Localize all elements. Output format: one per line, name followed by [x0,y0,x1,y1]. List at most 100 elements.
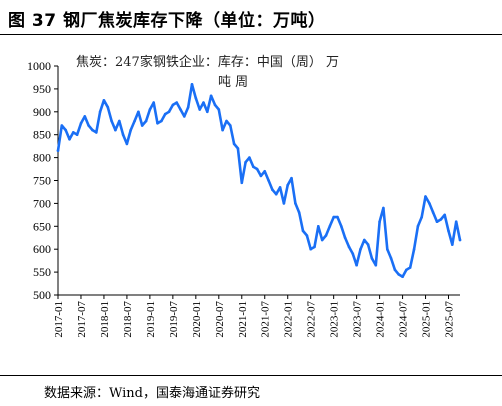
data-point [259,174,263,178]
data-point [454,220,458,223]
y-tick-label: 850 [33,128,51,142]
data-point [274,192,278,196]
data-point [133,119,136,123]
series-label-line2: 吨 周 [218,75,248,90]
footer-rule [0,375,502,376]
data-point [248,156,251,159]
series-layer [56,82,462,278]
data-point [163,112,167,116]
data-point [229,124,232,127]
data-point [324,234,328,237]
data-point [129,128,132,132]
data-point [305,234,309,237]
y-tick-label: 900 [33,105,51,119]
x-tick-label: 2017-01 [53,301,65,338]
data-point [458,238,462,242]
data-point [110,119,113,123]
data-point [83,115,87,118]
data-point [160,119,163,123]
data-point [355,263,358,267]
data-point [95,131,98,134]
data-point [343,236,347,240]
data-point [244,160,247,164]
data-point [374,263,378,267]
data-point [179,108,182,111]
x-tick-label: 2023-01 [329,301,341,338]
data-point [102,99,106,102]
data-point [156,122,159,125]
data-point [221,128,224,132]
data-point [91,128,94,132]
data-point [393,268,397,272]
data-point [278,186,282,189]
data-point [206,110,209,114]
data-point [152,101,155,104]
data-point [370,257,374,260]
data-point [144,119,148,123]
data-point [412,247,416,251]
data-point [56,149,60,152]
y-tick-label: 950 [33,82,51,96]
data-point [389,257,393,260]
data-point [98,110,102,114]
data-point [386,247,389,251]
x-tick-label: 2025-01 [421,301,433,338]
y-tick-label: 700 [33,196,51,210]
data-point [183,115,186,118]
y-tick-label: 800 [33,151,51,165]
data-point [240,181,244,185]
x-tick-label: 2024-01 [375,301,387,338]
data-point [68,138,71,141]
series-label-line1: 焦炭：247家钢铁企业：库存：中国（周） 万 [76,54,339,70]
data-point [416,225,420,228]
x-tick-label: 2021-01 [237,301,249,338]
data-point [209,94,213,98]
data-point [121,133,125,136]
x-tick-label: 2025-07 [444,301,456,338]
data-point [106,105,110,109]
x-tick-label: 2023-07 [352,301,364,338]
data-point [294,202,297,205]
x-tick-label: 2022-01 [283,301,295,338]
data-point [140,124,144,127]
data-point [114,128,117,132]
data-point [271,188,274,191]
data-point [424,195,427,198]
data-point [435,220,439,223]
figure-title: 图 37 钢厂焦炭库存下降（单位：万吨） [8,11,326,31]
series-line-0 [56,82,462,278]
axes-layer: 500 550 600 650 700 750 800 850 900 950 1000 2017-0… [27,59,460,338]
data-point [382,206,385,210]
data-point [137,110,140,114]
x-tick-label: 2019-07 [168,301,180,338]
title-rule [0,34,502,35]
data-point [301,229,305,233]
y-tick-label: 600 [33,242,51,256]
data-point [282,202,286,205]
data-point [60,124,64,127]
data-point [309,247,313,251]
data-point [255,167,259,171]
data-point [118,119,121,123]
data-point [428,202,431,205]
data-point [317,225,320,228]
data-point [443,213,447,217]
line-chart: 500 550 600 650 700 750 800 850 900 950 1000 2017-0… [27,54,462,338]
x-tick-label: 2024-07 [398,301,410,338]
data-point [75,133,79,136]
y-tick-label: 1000 [27,59,51,73]
data-point [225,119,228,123]
data-point [148,108,152,111]
data-point [267,179,270,182]
data-point [447,229,450,233]
data-point [320,238,324,242]
data-point [359,247,362,251]
data-point [171,103,175,107]
data-point [252,165,255,169]
data-point [439,218,443,221]
data-point [125,142,129,146]
x-tick-label: 2019-01 [145,301,157,338]
data-point [190,83,194,86]
x-tick-label: 2020-07 [214,301,226,338]
data-point [286,183,290,187]
